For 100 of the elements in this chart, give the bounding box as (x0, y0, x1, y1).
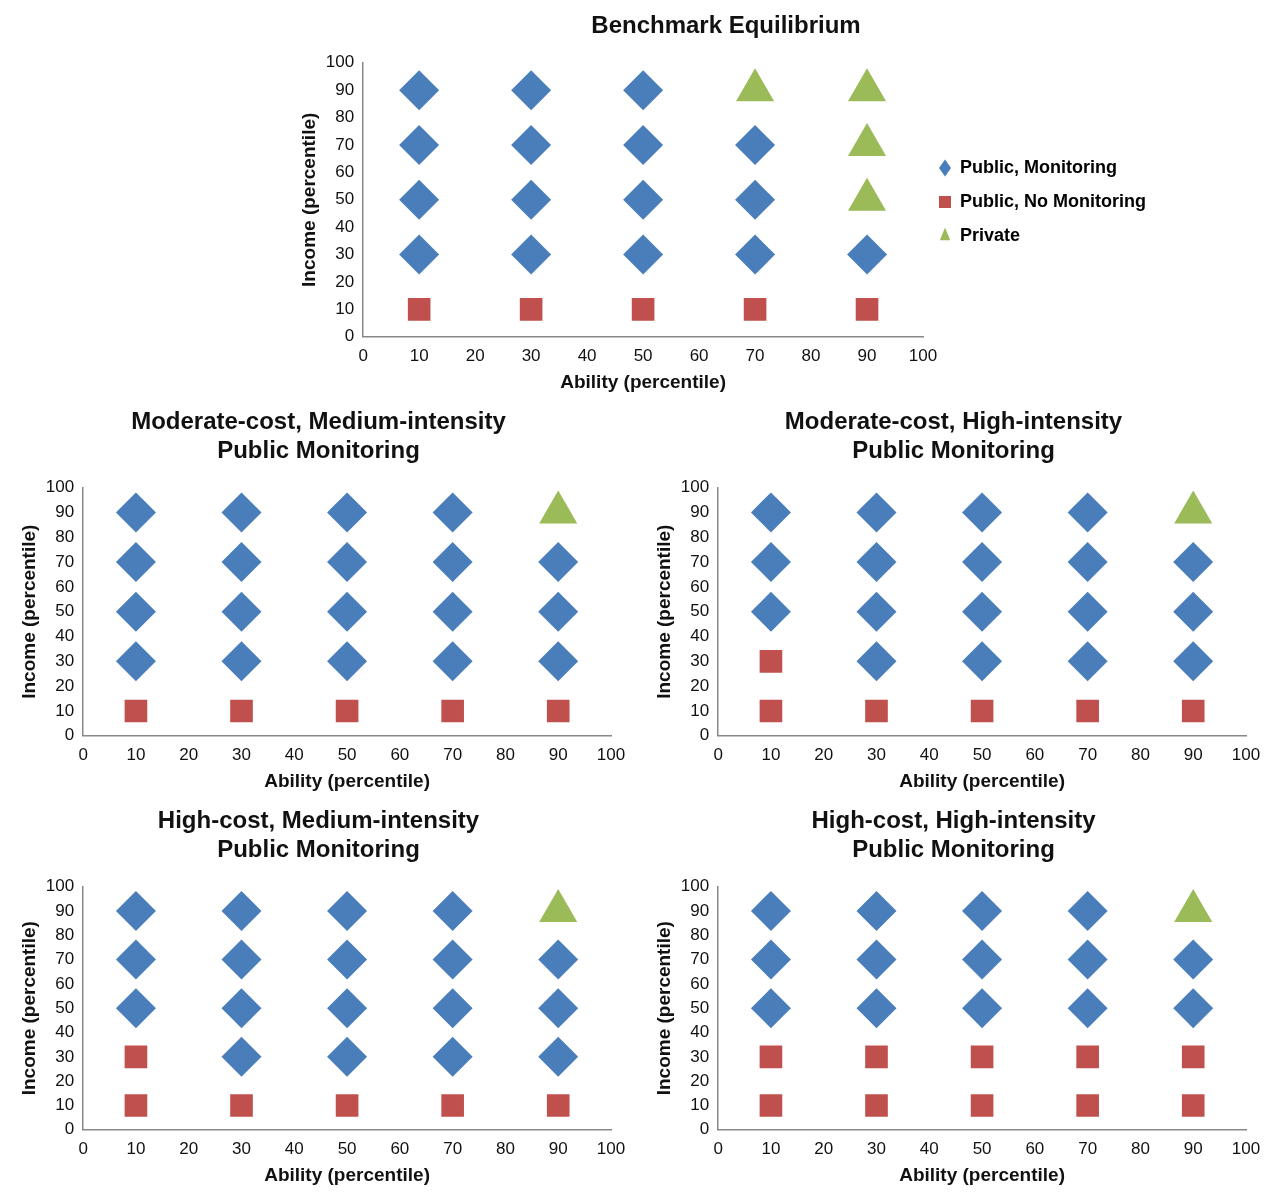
point (962, 492, 1003, 533)
y-tick-label: 10 (55, 1095, 75, 1115)
point (962, 890, 1003, 931)
y-tick-label: 100 (680, 477, 710, 497)
y-tick-label: 50 (690, 997, 710, 1017)
point (750, 988, 791, 1029)
x-tick-label: 70 (443, 744, 463, 764)
y-tick-label: 40 (335, 216, 355, 236)
point (511, 234, 552, 275)
y-axis-title: Income (percentile) (17, 524, 39, 699)
point (432, 591, 473, 632)
point (432, 939, 473, 980)
point (1173, 988, 1214, 1029)
point (124, 1094, 148, 1117)
point (623, 234, 664, 275)
x-tick-label: 90 (548, 1138, 568, 1158)
point (538, 591, 579, 632)
point (115, 890, 156, 931)
point (327, 1036, 368, 1077)
point (962, 542, 1003, 583)
x-axis-title: Ability (percentile) (560, 370, 726, 392)
y-tick-label: 70 (335, 134, 355, 154)
y-tick-label: 40 (690, 626, 710, 646)
y-axis-title: Income (percentile) (652, 921, 674, 1096)
x-tick-label: 90 (1183, 1138, 1203, 1158)
y-tick-label: 100 (45, 876, 75, 896)
point (1067, 988, 1108, 1029)
point (511, 125, 552, 165)
point (230, 1094, 253, 1117)
point (623, 70, 664, 111)
x-tick-label: 100 (908, 345, 938, 365)
x-tick-label: 60 (390, 1138, 410, 1158)
point (1181, 1045, 1205, 1069)
y-tick-label: 70 (55, 949, 75, 969)
y-tick-label: 0 (699, 725, 710, 745)
point (759, 650, 783, 673)
chart-title: High-cost, High-intensity Public Monitoring (811, 806, 1097, 862)
point (856, 492, 897, 533)
point (124, 699, 148, 723)
point (115, 988, 156, 1029)
x-tick-label: 40 (919, 744, 939, 764)
x-tick-label: 20 (814, 1138, 834, 1158)
point (432, 1036, 473, 1077)
y-tick-label: 80 (690, 924, 710, 944)
point (538, 1036, 579, 1077)
point (735, 125, 776, 165)
point (327, 542, 368, 583)
point (441, 699, 464, 723)
y-tick-label: 70 (690, 949, 710, 969)
chart-title: Moderate-cost, Medium-intensity Public Monitoring (131, 407, 507, 463)
x-tick-label: 40 (284, 1138, 304, 1158)
y-tick-label: 30 (690, 651, 710, 671)
point (970, 699, 994, 723)
y-tick-label: 20 (690, 1070, 710, 1090)
x-tick-label: 100 (596, 744, 626, 764)
point (432, 641, 473, 682)
x-axis-title: Ability (percentile) (899, 769, 1065, 791)
y-tick-label: 10 (55, 700, 75, 720)
y-tick-label: 30 (335, 244, 355, 264)
point (432, 988, 473, 1029)
x-tick-label: 20 (814, 744, 834, 764)
x-tick-label: 30 (232, 744, 251, 764)
point (1173, 542, 1214, 583)
point (546, 699, 570, 723)
y-tick-label: 60 (335, 162, 355, 182)
x-tick-label: 50 (972, 744, 992, 764)
point (759, 1045, 783, 1069)
point (538, 939, 579, 980)
point (115, 542, 156, 583)
point (221, 1036, 262, 1077)
y-axis-title: Income (percentile) (297, 112, 319, 287)
y-tick-label: 60 (690, 973, 710, 993)
y-tick-label: 0 (64, 1119, 75, 1139)
y-tick-label: 20 (690, 675, 710, 695)
x-tick-label: 70 (443, 1138, 463, 1158)
y-tick-label: 90 (690, 900, 710, 920)
x-tick-label: 40 (577, 345, 597, 365)
point (115, 641, 156, 682)
y-tick-label: 20 (55, 1070, 75, 1090)
y-tick-label: 50 (335, 189, 355, 209)
point (432, 492, 473, 533)
point (327, 988, 368, 1029)
x-tick-label: 80 (801, 345, 821, 365)
point (962, 939, 1003, 980)
point (115, 591, 156, 632)
point (962, 988, 1003, 1029)
x-tick-label: 70 (1078, 1138, 1098, 1158)
y-axis-title: Income (percentile) (652, 524, 674, 699)
chart-title: High-cost, Medium-intensity Public Monitoring (157, 806, 480, 862)
x-tick-label: 10 (761, 744, 781, 764)
point (221, 641, 262, 682)
x-tick-label: 0 (78, 1138, 88, 1158)
x-axis-title: Ability (percentile) (264, 769, 430, 791)
point (327, 492, 368, 533)
y-axis-title: Income (percentile) (17, 921, 39, 1096)
point (750, 939, 791, 980)
point (856, 988, 897, 1029)
y-tick-label: 90 (55, 900, 75, 920)
y-tick-label: 20 (335, 271, 355, 291)
point (970, 1094, 994, 1117)
